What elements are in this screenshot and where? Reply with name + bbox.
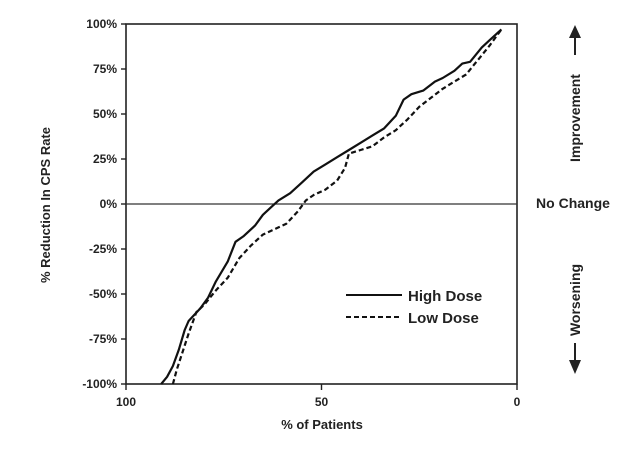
y-tick-label: 25% [93,152,117,166]
y-axis-ticks: 100% 75% 50% 25% 0% -25% -50% -75% -100% [82,17,126,391]
y-tick-label: -100% [82,377,117,391]
improvement-annotation: Improvement [567,25,583,162]
up-arrow-icon [569,25,581,38]
series-lines [160,28,503,385]
legend: High Dose Low Dose [346,288,482,327]
high-dose-series-line [160,28,503,385]
down-arrow-icon [569,360,581,374]
no-change-label: No Change [536,195,610,211]
worsening-annotation: Worsening [567,264,583,374]
x-tick-label: 100 [116,395,136,409]
y-tick-label: -75% [89,332,117,346]
legend-high-dose-label: High Dose [408,288,482,305]
x-axis-title: % of Patients [281,417,363,432]
worsening-label: Worsening [567,264,583,336]
y-tick-label: -50% [89,287,117,301]
x-tick-label: 50 [315,395,329,409]
x-tick-label: 0 [514,395,521,409]
y-axis-title: % Reduction In CPS Rate [38,127,53,283]
y-tick-label: 0% [100,197,118,211]
low-dose-series-line [171,28,503,385]
y-tick-label: 75% [93,62,117,76]
y-tick-label: 100% [86,17,117,31]
y-tick-label: -25% [89,242,117,256]
improvement-label: Improvement [567,74,583,162]
legend-low-dose-label: Low Dose [408,310,479,327]
y-tick-label: 50% [93,107,117,121]
x-axis-ticks: 100 50 0 [116,384,521,409]
